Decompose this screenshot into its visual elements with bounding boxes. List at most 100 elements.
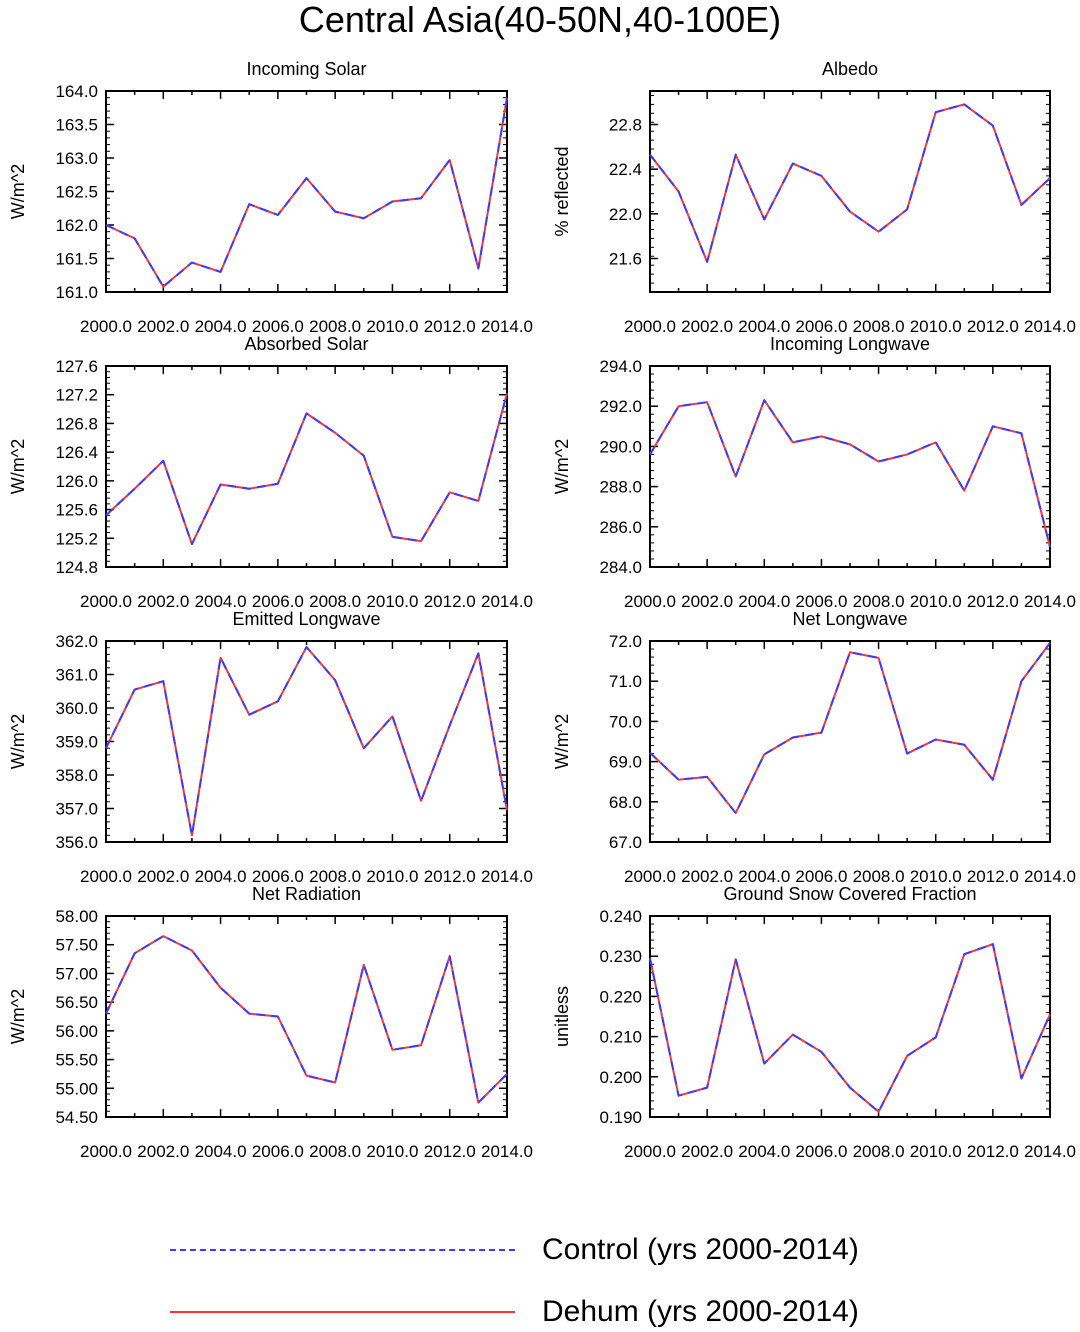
y-axis-label: W/m^2 bbox=[8, 439, 28, 494]
y-tick-label: 0.200 bbox=[599, 1068, 642, 1087]
y-tick-label: 71.0 bbox=[609, 672, 642, 691]
y-tick-label: 67.0 bbox=[609, 833, 642, 852]
x-tick-label: 2014.0 bbox=[1024, 317, 1076, 336]
x-tick-label: 2000.0 bbox=[80, 592, 132, 611]
y-tick-label: 22.0 bbox=[609, 205, 642, 224]
y-tick-label: 358.0 bbox=[55, 766, 98, 785]
x-tick-label: 2002.0 bbox=[137, 1142, 189, 1161]
x-tick-label: 2010.0 bbox=[366, 317, 418, 336]
x-tick-label: 2008.0 bbox=[853, 867, 905, 886]
y-tick-label: 362.0 bbox=[55, 632, 98, 651]
x-tick-label: 2002.0 bbox=[137, 592, 189, 611]
x-tick-label: 2010.0 bbox=[366, 1142, 418, 1161]
x-tick-label: 2006.0 bbox=[795, 317, 847, 336]
panel-title: Absorbed Solar bbox=[244, 334, 368, 354]
x-tick-label: 2008.0 bbox=[309, 867, 361, 886]
x-tick-label: 2010.0 bbox=[366, 867, 418, 886]
y-tick-label: 0.190 bbox=[599, 1108, 642, 1127]
panel-6: 2000.0 2002.0 2004.0 2006.0 2008.0 2010.0 2012… bbox=[552, 609, 1076, 886]
y-tick-label: 161.0 bbox=[55, 283, 98, 302]
series-line-dehum bbox=[105, 97, 508, 288]
x-tick-label: 2002.0 bbox=[681, 317, 733, 336]
plot-frame bbox=[649, 365, 1051, 568]
panel-4: 2000.0 2002.0 2004.0 2006.0 2008.0 2010.0 2012… bbox=[552, 334, 1076, 611]
y-tick-label: 357.0 bbox=[55, 800, 98, 819]
y-tick-label: 54.50 bbox=[55, 1108, 98, 1127]
x-tick-label: 2012.0 bbox=[424, 317, 476, 336]
x-tick-label: 2008.0 bbox=[853, 592, 905, 611]
y-tick-label: 163.5 bbox=[55, 116, 98, 135]
y-tick-label: 58.00 bbox=[55, 907, 98, 926]
series-line-control bbox=[105, 646, 508, 837]
x-tick-label: 2014.0 bbox=[481, 867, 533, 886]
x-tick-label: 2002.0 bbox=[137, 867, 189, 886]
panel-title: Net Radiation bbox=[252, 884, 361, 904]
y-tick-label: 56.00 bbox=[55, 1022, 98, 1041]
plot-frame bbox=[105, 90, 508, 293]
y-tick-label: 284.0 bbox=[599, 558, 642, 577]
series-line-control bbox=[649, 399, 1051, 548]
x-tick-label: 2014.0 bbox=[1024, 592, 1076, 611]
panel-title: Incoming Solar bbox=[246, 59, 366, 79]
series-line-control bbox=[649, 943, 1051, 1113]
series-line-control bbox=[105, 97, 508, 288]
y-tick-label: 292.0 bbox=[599, 397, 642, 416]
y-tick-label: 72.0 bbox=[609, 632, 642, 651]
legend-swatch-control bbox=[170, 1249, 515, 1251]
y-tick-label: 290.0 bbox=[599, 437, 642, 456]
y-tick-label: 127.6 bbox=[55, 357, 98, 376]
x-tick-label: 2014.0 bbox=[481, 317, 533, 336]
y-tick-label: 356.0 bbox=[55, 833, 98, 852]
y-axis-label: W/m^2 bbox=[552, 439, 572, 494]
x-tick-label: 2012.0 bbox=[967, 592, 1019, 611]
x-tick-label: 2010.0 bbox=[910, 592, 962, 611]
x-tick-label: 2010.0 bbox=[910, 867, 962, 886]
legend-swatch-dehum bbox=[170, 1311, 515, 1313]
y-tick-label: 162.5 bbox=[55, 183, 98, 202]
y-tick-label: 0.240 bbox=[599, 907, 642, 926]
panel-title: Emitted Longwave bbox=[232, 609, 380, 629]
legend-entry-dehum: Dehum (yrs 2000-2014) bbox=[170, 1292, 970, 1332]
x-tick-label: 2004.0 bbox=[738, 1142, 790, 1161]
y-tick-label: 359.0 bbox=[55, 733, 98, 752]
y-axis-label: % reflected bbox=[552, 146, 572, 236]
x-tick-label: 2002.0 bbox=[681, 867, 733, 886]
y-tick-label: 161.5 bbox=[55, 250, 98, 269]
x-tick-label: 2006.0 bbox=[252, 592, 304, 611]
x-tick-label: 2014.0 bbox=[481, 592, 533, 611]
x-tick-label: 2000.0 bbox=[80, 1142, 132, 1161]
y-tick-label: 127.2 bbox=[55, 386, 98, 405]
x-tick-label: 2004.0 bbox=[738, 592, 790, 611]
panel-8: 2000.0 2002.0 2004.0 2006.0 2008.0 2010.0 2012… bbox=[552, 884, 1076, 1161]
x-tick-label: 2004.0 bbox=[738, 867, 790, 886]
x-tick-label: 2000.0 bbox=[624, 317, 676, 336]
y-tick-label: 361.0 bbox=[55, 666, 98, 685]
x-tick-label: 2008.0 bbox=[309, 317, 361, 336]
x-tick-label: 2006.0 bbox=[795, 592, 847, 611]
x-tick-label: 2002.0 bbox=[681, 1142, 733, 1161]
legend-label-control: Control (yrs 2000-2014) bbox=[542, 1233, 859, 1266]
y-tick-label: 164.0 bbox=[55, 82, 98, 101]
series-line-control bbox=[649, 103, 1051, 263]
y-axis-label: W/m^2 bbox=[8, 164, 28, 219]
x-tick-label: 2012.0 bbox=[967, 867, 1019, 886]
plot-frame bbox=[649, 90, 1051, 293]
x-tick-label: 2014.0 bbox=[1024, 867, 1076, 886]
x-tick-label: 2000.0 bbox=[624, 592, 676, 611]
series-line-dehum bbox=[649, 103, 1051, 263]
y-tick-label: 360.0 bbox=[55, 699, 98, 718]
series-line-dehum bbox=[105, 646, 508, 837]
x-tick-label: 2004.0 bbox=[195, 1142, 247, 1161]
y-tick-label: 55.00 bbox=[55, 1079, 98, 1098]
x-tick-label: 2014.0 bbox=[1024, 1142, 1076, 1161]
y-tick-label: 68.0 bbox=[609, 793, 642, 812]
x-tick-label: 2006.0 bbox=[252, 867, 304, 886]
y-tick-label: 70.0 bbox=[609, 712, 642, 731]
x-tick-label: 2004.0 bbox=[195, 592, 247, 611]
series-line-control bbox=[105, 393, 508, 546]
panel-2: 2000.0 2002.0 2004.0 2006.0 2008.0 2010.0 2012… bbox=[552, 59, 1076, 336]
x-tick-label: 2014.0 bbox=[481, 1142, 533, 1161]
x-tick-label: 2000.0 bbox=[624, 867, 676, 886]
y-tick-label: 0.210 bbox=[599, 1028, 642, 1047]
y-axis-label: W/m^2 bbox=[8, 714, 28, 769]
